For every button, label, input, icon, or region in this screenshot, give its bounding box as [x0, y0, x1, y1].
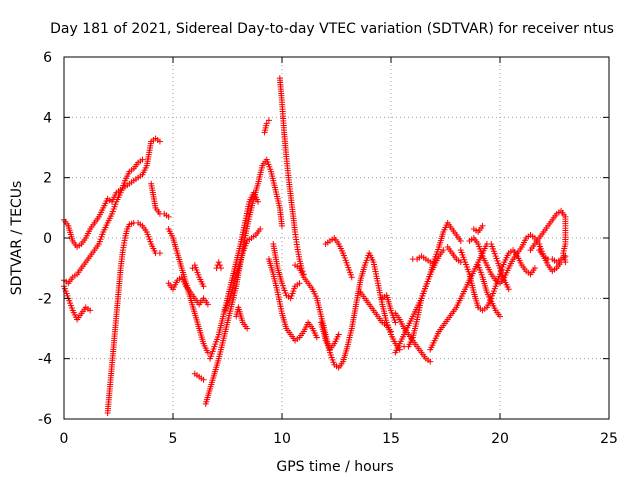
y-tick-label: 0 [43, 231, 52, 247]
series-t2 [61, 156, 146, 287]
data-point-markers [470, 222, 486, 235]
series-t15 [261, 117, 272, 136]
data-point-markers [322, 235, 355, 281]
data-point-markers [536, 247, 569, 266]
series-t4 [104, 219, 163, 416]
data-point-markers [357, 289, 394, 335]
y-axis-label: SDTVAR / TECUs [9, 181, 25, 296]
data-point-markers [475, 262, 503, 320]
series-t17 [270, 241, 303, 302]
series-t32 [470, 222, 486, 235]
data-point-markers [265, 256, 320, 344]
data-point-markers [409, 253, 434, 266]
x-tick-label: 0 [60, 431, 69, 447]
data-point-markers [427, 241, 512, 353]
y-tick-label: 4 [43, 110, 52, 126]
data-points [61, 75, 569, 416]
series-t26 [401, 247, 447, 350]
data-point-markers [148, 180, 172, 220]
series-t16 [265, 256, 320, 344]
data-point-markers [392, 219, 464, 356]
series-t31 [466, 231, 565, 287]
y-tick-label: 6 [43, 50, 52, 66]
series-t6 [165, 225, 211, 356]
series-t19 [292, 250, 403, 371]
series-t25 [392, 219, 464, 356]
series-t35 [536, 247, 569, 266]
series-t13 [222, 225, 264, 314]
data-point-markers [165, 225, 211, 356]
series-t23 [379, 292, 399, 326]
x-tick-label: 20 [491, 431, 509, 447]
series-t34 [527, 207, 569, 266]
series-t7 [165, 274, 211, 308]
chart-title: Day 181 of 2021, Sidereal Day-to-day VTE… [50, 21, 614, 37]
data-point-markers [292, 250, 403, 371]
data-point-markers [202, 156, 285, 407]
series-t20 [318, 319, 342, 353]
series-t11 [207, 189, 262, 362]
data-point-markers [233, 304, 251, 332]
series-t33 [475, 262, 503, 320]
data-point-markers [270, 241, 303, 302]
data-point-markers [61, 156, 146, 287]
data-point-markers [191, 370, 207, 383]
series-t30 [457, 247, 538, 314]
series-t27 [409, 253, 434, 266]
x-axis-label: GPS time / hours [276, 459, 393, 475]
y-tick-label: -2 [38, 291, 52, 307]
y-tick-label: 2 [43, 171, 52, 187]
data-point-markers [165, 274, 211, 308]
data-point-markers [444, 244, 464, 266]
data-point-markers [379, 292, 399, 326]
series-t18 [276, 75, 307, 278]
x-tick-label: 15 [382, 431, 400, 447]
series-t10 [202, 156, 285, 407]
axis-ticks: 0 5 10 15 20 25 -6 -4 -2 0 2 4 6 [38, 50, 618, 447]
data-point-markers [401, 247, 447, 350]
data-point-markers [318, 319, 342, 353]
x-tick-label: 25 [600, 431, 618, 447]
series-t5 [148, 180, 172, 220]
data-point-markers [207, 189, 262, 362]
data-point-markers [261, 117, 272, 136]
data-point-markers [276, 75, 307, 278]
data-point-markers [222, 225, 264, 314]
data-point-markers [466, 231, 565, 287]
data-point-markers [213, 259, 224, 272]
data-point-markers [61, 283, 94, 323]
series-t9 [191, 370, 207, 383]
y-tick-label: -4 [38, 352, 52, 368]
series-t22 [357, 289, 394, 335]
series-t8 [189, 262, 207, 290]
data-point-markers [527, 207, 569, 266]
series-t28 [427, 241, 512, 353]
y-tick-label: -6 [38, 412, 52, 428]
data-point-markers [104, 219, 163, 416]
x-tick-label: 10 [273, 431, 291, 447]
data-point-markers [457, 247, 538, 314]
series-t14 [233, 304, 251, 332]
x-tick-label: 5 [169, 431, 178, 447]
series-t12 [213, 259, 224, 272]
series-t3 [61, 283, 94, 323]
series-t29 [444, 244, 464, 266]
series-t21 [322, 235, 355, 281]
data-point-markers [189, 262, 207, 290]
